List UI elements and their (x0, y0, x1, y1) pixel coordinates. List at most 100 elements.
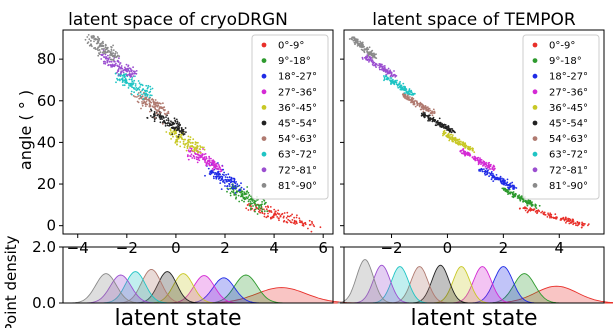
scatter-point (383, 65, 386, 67)
scatter-point (99, 43, 102, 46)
scatter-point (258, 206, 260, 209)
scatter-point (395, 83, 398, 86)
scatter-point (541, 210, 544, 213)
scatter-point (427, 118, 430, 120)
scatter-point (459, 143, 461, 145)
scatter-point (117, 74, 120, 76)
scatter-point (368, 52, 371, 55)
scatter-point (215, 172, 218, 175)
scatter-point (493, 176, 495, 179)
scatter-point (536, 211, 539, 214)
scatter-point (484, 174, 487, 176)
scatter-point (267, 215, 269, 218)
scatter-point (117, 61, 120, 63)
y-axis-label-density: Point density (2, 235, 20, 328)
scatter-point (524, 209, 527, 212)
scatter-point (150, 101, 153, 104)
scatter-point (578, 221, 581, 224)
scatter-point (431, 111, 433, 114)
scatter-point (235, 197, 237, 200)
scatter-point (226, 176, 229, 179)
scatter-point (216, 163, 218, 165)
scatter-point (443, 130, 445, 133)
scatter-point (141, 93, 143, 96)
scatter-point (378, 68, 381, 71)
scatter-point (445, 134, 448, 137)
scatter-point (176, 125, 179, 127)
scatter-point (144, 97, 146, 100)
scatter-point (257, 204, 260, 207)
scatter-point (443, 132, 445, 135)
scatter-point (258, 210, 260, 213)
scatter-point (492, 173, 494, 175)
density-curve (103, 271, 168, 304)
scatter-point (223, 171, 226, 174)
legend-marker (261, 105, 267, 110)
scatter-point (291, 213, 293, 216)
scatter-point (231, 186, 234, 188)
scatter-point (531, 204, 534, 207)
scatter-point (197, 158, 199, 161)
scatter-point (94, 38, 97, 40)
scatter-point (263, 208, 265, 211)
scatter-point (375, 63, 377, 66)
scatter-point (427, 106, 429, 109)
scatter-point (398, 83, 401, 86)
scatter-point (166, 112, 169, 115)
scatter-point (108, 60, 111, 63)
scatter-point (190, 153, 193, 156)
scatter-point (418, 103, 421, 105)
legend-entry: 36°-45° (549, 103, 588, 114)
scatter-point (113, 60, 115, 63)
scatter-point (103, 52, 106, 55)
scatter-point (423, 112, 425, 114)
scatter-point (302, 223, 305, 226)
scatter-point (167, 110, 170, 113)
scatter-point (238, 184, 241, 187)
scatter-point (247, 200, 250, 203)
scatter-point (403, 85, 405, 88)
scatter-point (370, 54, 373, 57)
scatter-point (256, 203, 258, 206)
scatter-point (512, 196, 515, 199)
scatter-point (410, 93, 412, 96)
scatter-point (393, 74, 396, 76)
scatter-point (114, 50, 117, 53)
scatter-point (155, 104, 158, 107)
x-tick-label: 2 (220, 239, 230, 257)
scatter-point (180, 127, 183, 129)
scatter-point (473, 151, 476, 154)
scatter-point (107, 54, 109, 57)
scatter-point (245, 196, 248, 199)
scatter-point (468, 152, 471, 155)
scatter-point (263, 199, 266, 202)
scatter-point (198, 148, 201, 150)
scatter-point (377, 64, 379, 67)
density-curve (354, 264, 410, 304)
legend-marker (532, 73, 538, 79)
scatter-point (499, 178, 502, 181)
scatter-point (208, 155, 211, 158)
scatter-point (587, 223, 590, 226)
scatter-point (109, 64, 112, 66)
scatter-point (203, 153, 206, 156)
scatter-point (114, 63, 116, 66)
scatter-panel-cryodrgn: −4 −2 0 2 4 60204060800°-9°9°-18°18°-27°27°-3… (37, 29, 334, 257)
scatter-point (512, 193, 515, 196)
scatter-point (496, 178, 499, 181)
scatter-point (106, 60, 109, 63)
scatter-point (115, 55, 118, 58)
legend-entry: 18°-27° (549, 72, 588, 83)
scatter-point (221, 168, 224, 171)
density-curve (137, 271, 198, 304)
scatter-point (196, 161, 199, 164)
scatter-point (151, 87, 154, 90)
legend-entry: 9°-18° (278, 56, 311, 67)
scatter-point (411, 101, 414, 103)
scatter-point (368, 58, 371, 61)
scatter-point (433, 112, 436, 114)
scatter-point (187, 141, 189, 144)
scatter-point (438, 117, 441, 120)
scatter-point (125, 74, 128, 77)
scatter-point (458, 138, 461, 141)
